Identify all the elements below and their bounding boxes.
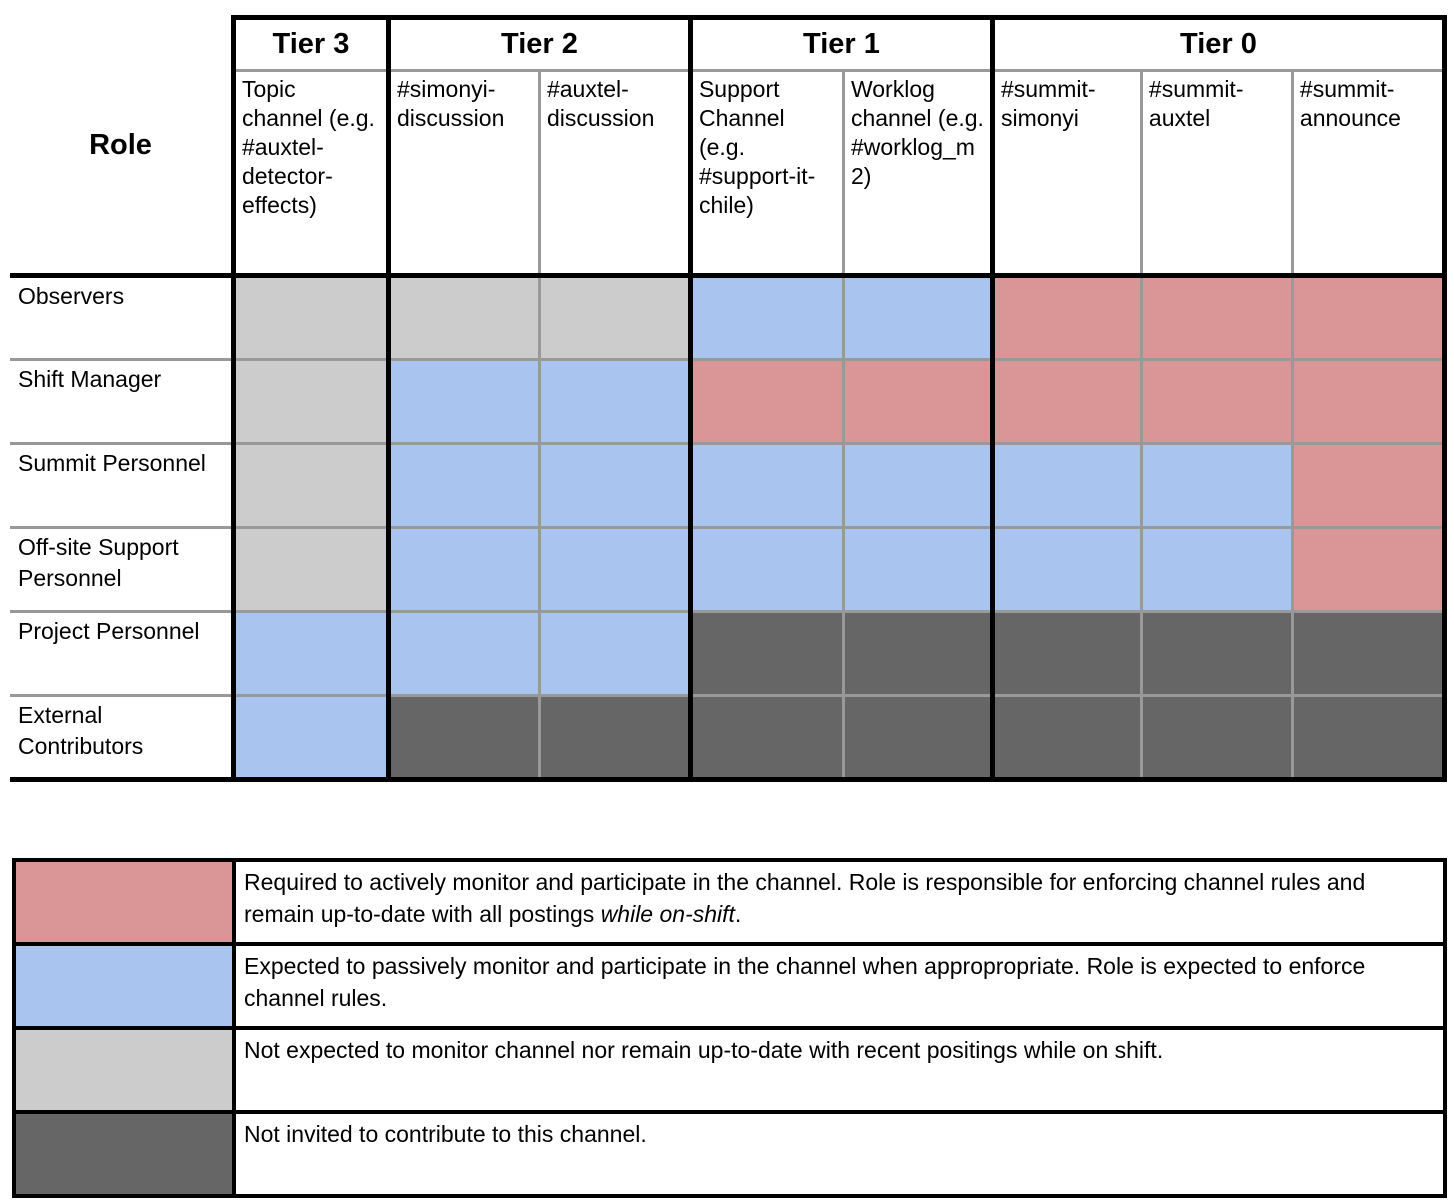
table-row-observers: Observers [10,274,1448,360]
legend-text-part: Expected to passively monitor and partic… [244,953,1366,1012]
channel-header-topic: Topic channel (e.g. #auxtel-detector-eff… [230,70,389,278]
legend-swatch-blue [12,942,236,1030]
matrix-cell-red [989,274,1142,360]
matrix-cell-blue [841,526,993,612]
matrix-cell-blue [687,442,844,528]
legend-swatch-red [12,858,236,946]
matrix-cell-red [1290,526,1448,612]
matrix-cell-gray [385,274,540,360]
channel-header-worklog: Worklog channel (e.g. #worklog_m2) [841,70,993,278]
role-label: External Contributors [10,694,234,782]
matrix-cell-blue [385,526,540,612]
matrix-cell-blue [537,610,691,696]
role-corner-header: Role [10,17,236,278]
matrix-cell-gray [537,274,691,360]
matrix-cell-red [1290,358,1448,444]
matrix-cell-dark [1139,610,1293,696]
matrix-cell-dark [385,694,540,782]
matrix-cell-red [989,358,1142,444]
legend-text-italic: while on-shift [600,901,735,928]
role-label: Observers [10,274,234,360]
matrix-cell-dark [687,610,844,696]
legend-text-part: Not expected to monitor channel nor rema… [244,1037,1164,1063]
matrix-cell-dark [841,610,993,696]
legend-text-part: . [734,901,742,928]
matrix-cell-red [1290,442,1448,528]
matrix-cell-red [1139,274,1293,360]
channel-header-support: Support Channel (e.g. #support-it-chile) [687,70,844,278]
matrix-cell-blue [841,274,993,360]
matrix-cell-red [687,358,844,444]
channel-header-summit-announce: #summit-announce [1290,70,1448,278]
matrix-cell-dark [1290,610,1448,696]
table-row-shift-manager: Shift Manager [10,358,1448,444]
matrix-cell-gray [230,358,389,444]
matrix-body: Observers Shift Manager [10,274,1448,782]
legend-text-required: Required to actively monitor and partici… [232,858,1447,946]
legend-text-part: Not invited to contribute to this channe… [244,1121,647,1147]
matrix-cell-blue [989,442,1142,528]
matrix-cell-gray [230,442,389,528]
matrix-cell-blue [989,526,1142,612]
role-label: Off-site Support Personnel [10,526,234,612]
matrix-cell-gray [230,274,389,360]
legend-text-not-expected: Not expected to monitor channel nor rema… [232,1026,1447,1114]
matrix-cell-blue [687,274,844,360]
matrix-cell-red [1290,274,1448,360]
matrix-cell-blue [230,610,389,696]
matrix-cell-blue [537,442,691,528]
legend-table: Required to actively monitor and partici… [12,858,1447,1198]
matrix-cell-red [1139,358,1293,444]
matrix-cell-blue [537,358,691,444]
matrix-cell-blue [385,610,540,696]
matrix-cell-red [841,358,993,444]
channel-header-simonyi-discussion: #simonyi-discussion [385,70,540,278]
matrix-cell-dark [989,610,1142,696]
channel-header-row: Topic channel (e.g. #auxtel-detector-eff… [10,70,1448,278]
matrix-cell-blue [1139,526,1293,612]
channel-header-auxtel-discussion: #auxtel-discussion [537,70,691,278]
tier-2-header: Tier 2 [385,15,691,72]
matrix-cell-dark [841,694,993,782]
tier-1-header: Tier 1 [687,15,993,72]
matrix-cell-blue [1139,442,1293,528]
matrix-cell-dark [537,694,691,782]
tier-0-header: Tier 0 [989,15,1448,72]
legend-row-expected: Expected to passively monitor and partic… [12,942,1447,1030]
legend-text-expected: Expected to passively monitor and partic… [232,942,1447,1030]
matrix-cell-gray [230,526,389,612]
matrix-cell-blue [537,526,691,612]
matrix-cell-dark [687,694,844,782]
table-row-external-contributors: External Contributors [10,694,1448,782]
matrix-cell-dark [1139,694,1293,782]
table-row-offsite-support-personnel: Off-site Support Personnel [10,526,1448,612]
channel-matrix-table: Role Tier 3 Tier 2 Tier 1 Tier 0 Topic c… [10,15,1448,782]
role-label: Shift Manager [10,358,234,444]
role-label: Project Personnel [10,610,234,696]
tier-3-header: Tier 3 [230,15,389,72]
table-row-project-personnel: Project Personnel [10,610,1448,696]
matrix-cell-blue [841,442,993,528]
table-row-summit-personnel: Summit Personnel [10,442,1448,528]
channel-header-summit-simonyi: #summit-simonyi [989,70,1142,278]
legend-text-part: Required to actively monitor and partici… [244,869,1366,928]
matrix-cell-blue [385,358,540,444]
tier-header-row: Role Tier 3 Tier 2 Tier 1 Tier 0 [10,15,1448,278]
matrix-cell-dark [989,694,1142,782]
legend-row-not-expected: Not expected to monitor channel nor rema… [12,1026,1447,1114]
role-label: Summit Personnel [10,442,234,528]
matrix-cell-blue [687,526,844,612]
matrix-cell-dark [1290,694,1448,782]
legend-swatch-gray [12,1026,236,1114]
matrix-cell-blue [385,442,540,528]
legend-text-not-invited: Not invited to contribute to this channe… [232,1110,1447,1198]
channel-header-summit-auxtel: #summit-auxtel [1139,70,1293,278]
legend-swatch-dark [12,1110,236,1198]
legend-row-not-invited: Not invited to contribute to this channe… [12,1110,1447,1198]
matrix-cell-blue [230,694,389,782]
legend-row-required: Required to actively monitor and partici… [12,858,1447,946]
